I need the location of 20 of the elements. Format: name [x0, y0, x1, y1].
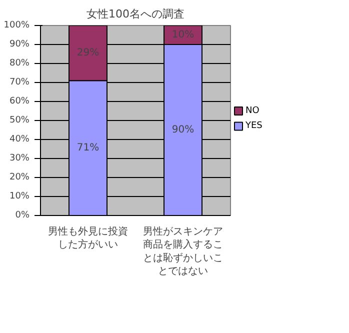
y-tick-label: 70% [9, 78, 30, 88]
y-tick-label: 10% [9, 192, 30, 202]
y-tick-label: 80% [9, 58, 30, 68]
y-tick-label: 100% [4, 20, 30, 30]
y-tick-label: 60% [9, 96, 30, 106]
y-tick-label: 20% [9, 172, 30, 182]
data-label: 10% [172, 30, 194, 40]
y-tick-label: 50% [9, 116, 30, 126]
chart-title: 女性100名への調査 [86, 8, 184, 20]
y-tick-label: 90% [9, 40, 30, 50]
data-label: 71% [76, 142, 100, 154]
legend-label: NO [246, 106, 260, 116]
y-tick-label: 40% [9, 134, 30, 144]
data-label: 90% [172, 124, 194, 136]
x-tick-label: 男性がスキンケア商品を購入することは恥ずかしいことではない [143, 226, 223, 278]
y-tick-label: 30% [9, 154, 30, 164]
data-label: 29% [76, 48, 100, 59]
y-tick-label: 0% [15, 210, 30, 220]
legend-label: YES [244, 121, 263, 132]
x-tick-label: 男性も外見に投資した方がいい [48, 226, 128, 251]
